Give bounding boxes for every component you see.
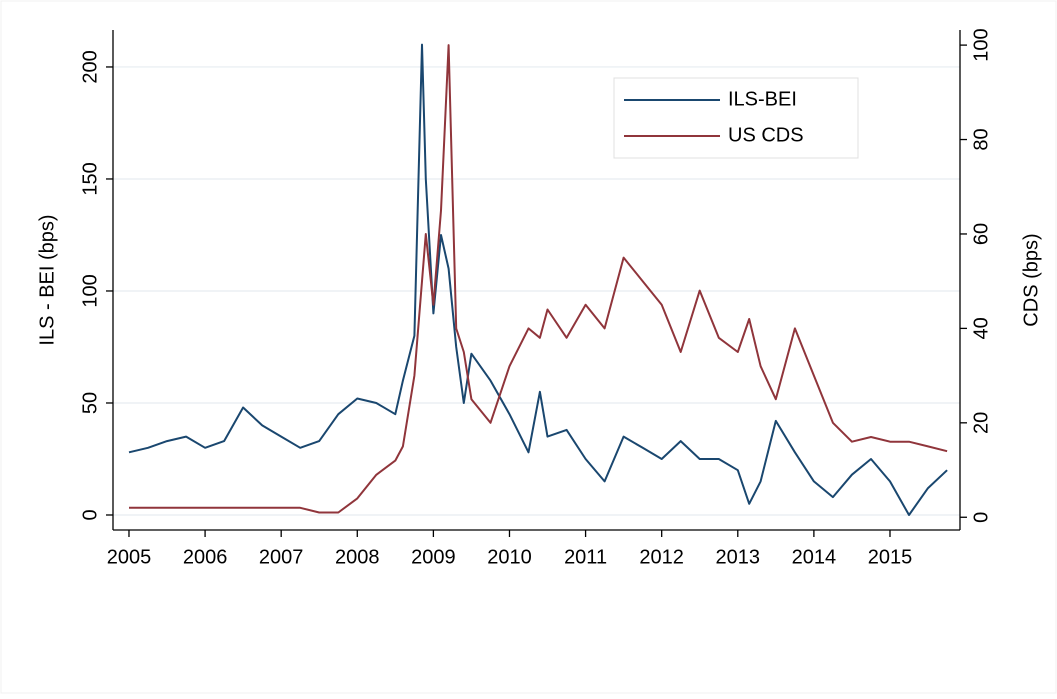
x-tick-label: 2011 (564, 546, 607, 568)
y-tick-label: 200 (79, 50, 101, 83)
y2-axis-label: CDS (bps) (1020, 233, 1042, 326)
x-tick-label: 2008 (335, 546, 380, 568)
y2-tick-label: 100 (970, 28, 992, 61)
x-tick-label: 2006 (183, 546, 228, 568)
y-tick-label: 50 (79, 392, 101, 414)
series-line (129, 44, 948, 514)
y2-tick-label: 60 (970, 223, 992, 245)
legend-box (613, 77, 859, 159)
x-tick-label: 2010 (487, 546, 532, 568)
y-tick-label: 150 (79, 162, 101, 195)
y-tick-label: 0 (79, 509, 101, 520)
y-axis-label: ILS - BEI (bps) (36, 214, 58, 345)
x-tick-label: 2005 (107, 546, 152, 568)
legend-label: ILS-BEI (728, 88, 797, 110)
x-tick-label: 2012 (639, 546, 684, 568)
x-tick-label: 2009 (411, 546, 456, 568)
y2-tick-label: 40 (970, 317, 992, 339)
y2-tick-label: 20 (970, 412, 992, 434)
x-tick-label: 2015 (868, 546, 913, 568)
y-tick-label: 100 (79, 274, 101, 307)
y2-tick-label: 0 (970, 512, 992, 523)
x-tick-label: 2014 (792, 546, 837, 568)
x-tick-label: 2013 (716, 546, 761, 568)
legend-label: US CDS (728, 124, 804, 146)
y2-tick-label: 80 (970, 128, 992, 150)
x-tick-label: 2007 (259, 546, 304, 568)
